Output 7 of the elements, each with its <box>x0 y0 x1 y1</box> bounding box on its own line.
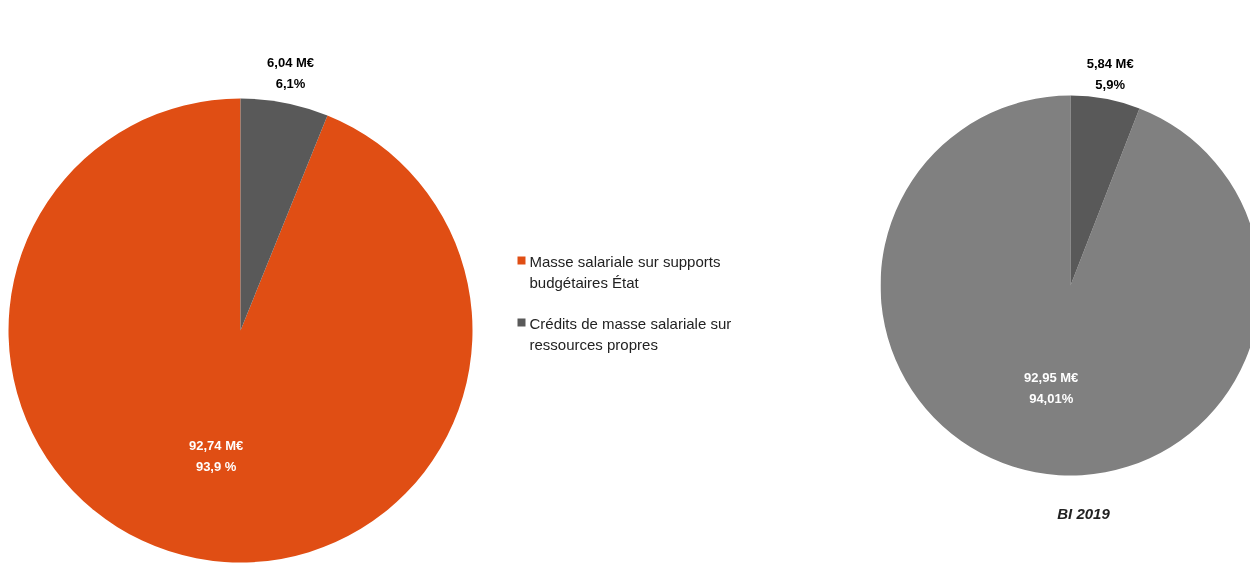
text: BI 2019 <box>1057 505 1111 522</box>
data-label: 92,74 M€ 93,9 % <box>189 437 244 474</box>
legend-label: Crédits de masse salariale sur ressources propres <box>529 314 732 353</box>
legend-label: Masse salariale sur supports budgétaires État <box>529 252 721 291</box>
data-label: 6,04 M€ 6,1% <box>267 55 315 92</box>
data-label: 5,84 M€ 5,9% <box>1086 56 1134 93</box>
data-label: 92,95 M€ 94,01% <box>1024 370 1079 407</box>
